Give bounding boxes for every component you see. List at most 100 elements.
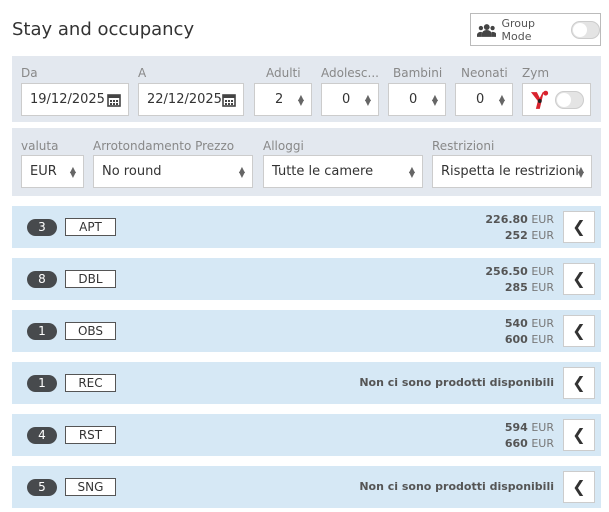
discounted-price: 226.80 xyxy=(485,213,528,226)
currency-value: EUR xyxy=(30,164,57,179)
currency: EUR xyxy=(531,421,554,434)
base-price: 252 xyxy=(504,229,528,242)
restrictions-label: Restrizioni xyxy=(432,139,495,153)
availability-count-badge: 5 xyxy=(27,479,57,496)
spinner-icon[interactable]: ▲ ▼ xyxy=(364,93,371,107)
group-mode-toggle[interactable]: Group Mode xyxy=(470,13,601,46)
select-arrow-icon: ▲ ▼ xyxy=(577,165,584,179)
group-mode-label: Group Mode xyxy=(501,16,535,43)
currency: EUR xyxy=(531,213,554,226)
from-date-input[interactable]: 19/12/2025 xyxy=(21,83,129,116)
room-type-row: 1 OBS 540 EUR 600 EUR ❮ xyxy=(12,310,601,352)
children-label: Bambini xyxy=(393,66,443,80)
zym-switch[interactable] xyxy=(554,90,584,109)
chevron-left-icon: ❮ xyxy=(572,321,586,340)
room-type-row: 8 DBL 256.50 EUR 285 EUR ❮ xyxy=(12,258,601,300)
select-arrow-icon: ▲ ▼ xyxy=(408,165,415,179)
room-type-row: 3 APT 226.80 EUR 252 EUR ❮ xyxy=(12,206,601,248)
select-arrow-icon: ▲ ▼ xyxy=(238,165,245,179)
currency: EUR xyxy=(531,281,554,294)
adults-value: 2 xyxy=(275,92,284,107)
availability-count-badge: 1 xyxy=(27,323,57,340)
rounding-label: Arrotondamento Prezzo xyxy=(93,139,235,153)
spinner-icon[interactable]: ▲ ▼ xyxy=(431,93,438,107)
availability-count-badge: 3 xyxy=(27,219,57,236)
spinner-icon[interactable]: ▲ ▼ xyxy=(498,93,505,107)
room-type-code: OBS xyxy=(65,322,116,340)
discounted-price: 540 xyxy=(504,317,528,330)
from-date-value: 19/12/2025 xyxy=(30,92,105,107)
adults-stepper[interactable]: 2 ▲ ▼ xyxy=(254,83,312,116)
page-title: Stay and occupancy xyxy=(12,19,195,40)
expand-row-button[interactable]: ❮ xyxy=(563,419,595,451)
currency: EUR xyxy=(531,437,554,450)
chevron-left-icon: ❮ xyxy=(572,217,586,236)
infants-label: Neonati xyxy=(461,66,508,80)
restrictions-select[interactable]: Rispetta le restrizioni ▲ ▼ xyxy=(432,155,592,188)
base-price: 600 xyxy=(504,333,528,346)
restrictions-value: Rispetta le restrizioni xyxy=(441,164,579,179)
no-products-message: Non ci sono prodotti disponibili xyxy=(359,480,554,493)
currency: EUR xyxy=(531,317,554,330)
chevron-left-icon: ❮ xyxy=(572,477,586,496)
base-price: 285 xyxy=(504,281,528,294)
options-panel: valuta EUR ▲ ▼ Arrotondamento Prezzo No ro… xyxy=(12,128,601,196)
from-label: Da xyxy=(21,66,38,80)
expand-row-button[interactable]: ❮ xyxy=(563,471,595,503)
discounted-price: 256.50 xyxy=(485,265,528,278)
base-price: 660 xyxy=(504,437,528,450)
rooms-label: Alloggi xyxy=(263,139,304,153)
calendar-icon[interactable] xyxy=(222,93,236,107)
to-label: A xyxy=(138,66,147,80)
zym-label: Zym xyxy=(522,66,550,80)
currency-select[interactable]: EUR ▲ ▼ xyxy=(21,155,84,188)
chevron-left-icon: ❮ xyxy=(572,269,586,288)
availability-count-badge: 8 xyxy=(27,271,57,288)
price-block: 540 EUR 600 EUR xyxy=(505,316,554,348)
dates-occupancy-panel: Da 19/12/2025 A 22/12/2025 Adulti 2 ▲ ▼ Ad… xyxy=(12,56,601,122)
room-type-code: APT xyxy=(65,218,116,236)
infants-stepper[interactable]: 0 ▲ ▼ xyxy=(455,83,513,116)
availability-count-badge: 4 xyxy=(27,427,57,444)
select-arrow-icon: ▲ ▼ xyxy=(69,165,76,179)
chevron-left-icon: ❮ xyxy=(572,425,586,444)
currency: EUR xyxy=(531,333,554,346)
expand-row-button[interactable]: ❮ xyxy=(563,315,595,347)
room-type-code: RST xyxy=(65,426,116,444)
rounding-select[interactable]: No round ▲ ▼ xyxy=(93,155,253,188)
calendar-icon[interactable] xyxy=(107,93,121,107)
price-block: 256.50 EUR 285 EUR xyxy=(485,264,554,296)
users-icon xyxy=(477,23,497,37)
currency-label: valuta xyxy=(21,139,59,153)
zym-toggle[interactable] xyxy=(522,83,591,116)
room-type-row: 5 SNG Non ci sono prodotti disponibili ❮ xyxy=(12,466,601,508)
teens-stepper[interactable]: 0 ▲ ▼ xyxy=(321,83,379,116)
children-value: 0 xyxy=(409,92,418,107)
availability-count-badge: 1 xyxy=(27,375,57,392)
infants-value: 0 xyxy=(476,92,485,107)
expand-row-button[interactable]: ❮ xyxy=(563,263,595,295)
rooms-value: Tutte le camere xyxy=(272,164,374,179)
room-type-row: 4 RST 594 EUR 660 EUR ❮ xyxy=(12,414,601,456)
rounding-value: No round xyxy=(102,164,162,179)
room-type-code: DBL xyxy=(65,270,116,288)
room-type-code: REC xyxy=(65,374,116,392)
to-date-input[interactable]: 22/12/2025 xyxy=(138,83,244,116)
group-mode-switch[interactable] xyxy=(570,20,600,39)
price-block: 594 EUR 660 EUR xyxy=(505,420,554,452)
children-stepper[interactable]: 0 ▲ ▼ xyxy=(388,83,446,116)
chevron-left-icon: ❮ xyxy=(572,373,586,392)
spinner-icon[interactable]: ▲ ▼ xyxy=(297,93,304,107)
price-block: 226.80 EUR 252 EUR xyxy=(485,212,554,244)
rooms-select[interactable]: Tutte le camere ▲ ▼ xyxy=(263,155,423,188)
to-date-value: 22/12/2025 xyxy=(147,92,222,107)
teens-label: Adolesc... xyxy=(321,66,379,80)
currency: EUR xyxy=(531,265,554,278)
zym-logo-icon xyxy=(530,90,549,109)
discounted-price: 594 xyxy=(504,421,528,434)
teens-value: 0 xyxy=(342,92,351,107)
expand-row-button[interactable]: ❮ xyxy=(563,211,595,243)
room-type-code: SNG xyxy=(65,478,116,496)
currency: EUR xyxy=(531,229,554,242)
expand-row-button[interactable]: ❮ xyxy=(563,367,595,399)
